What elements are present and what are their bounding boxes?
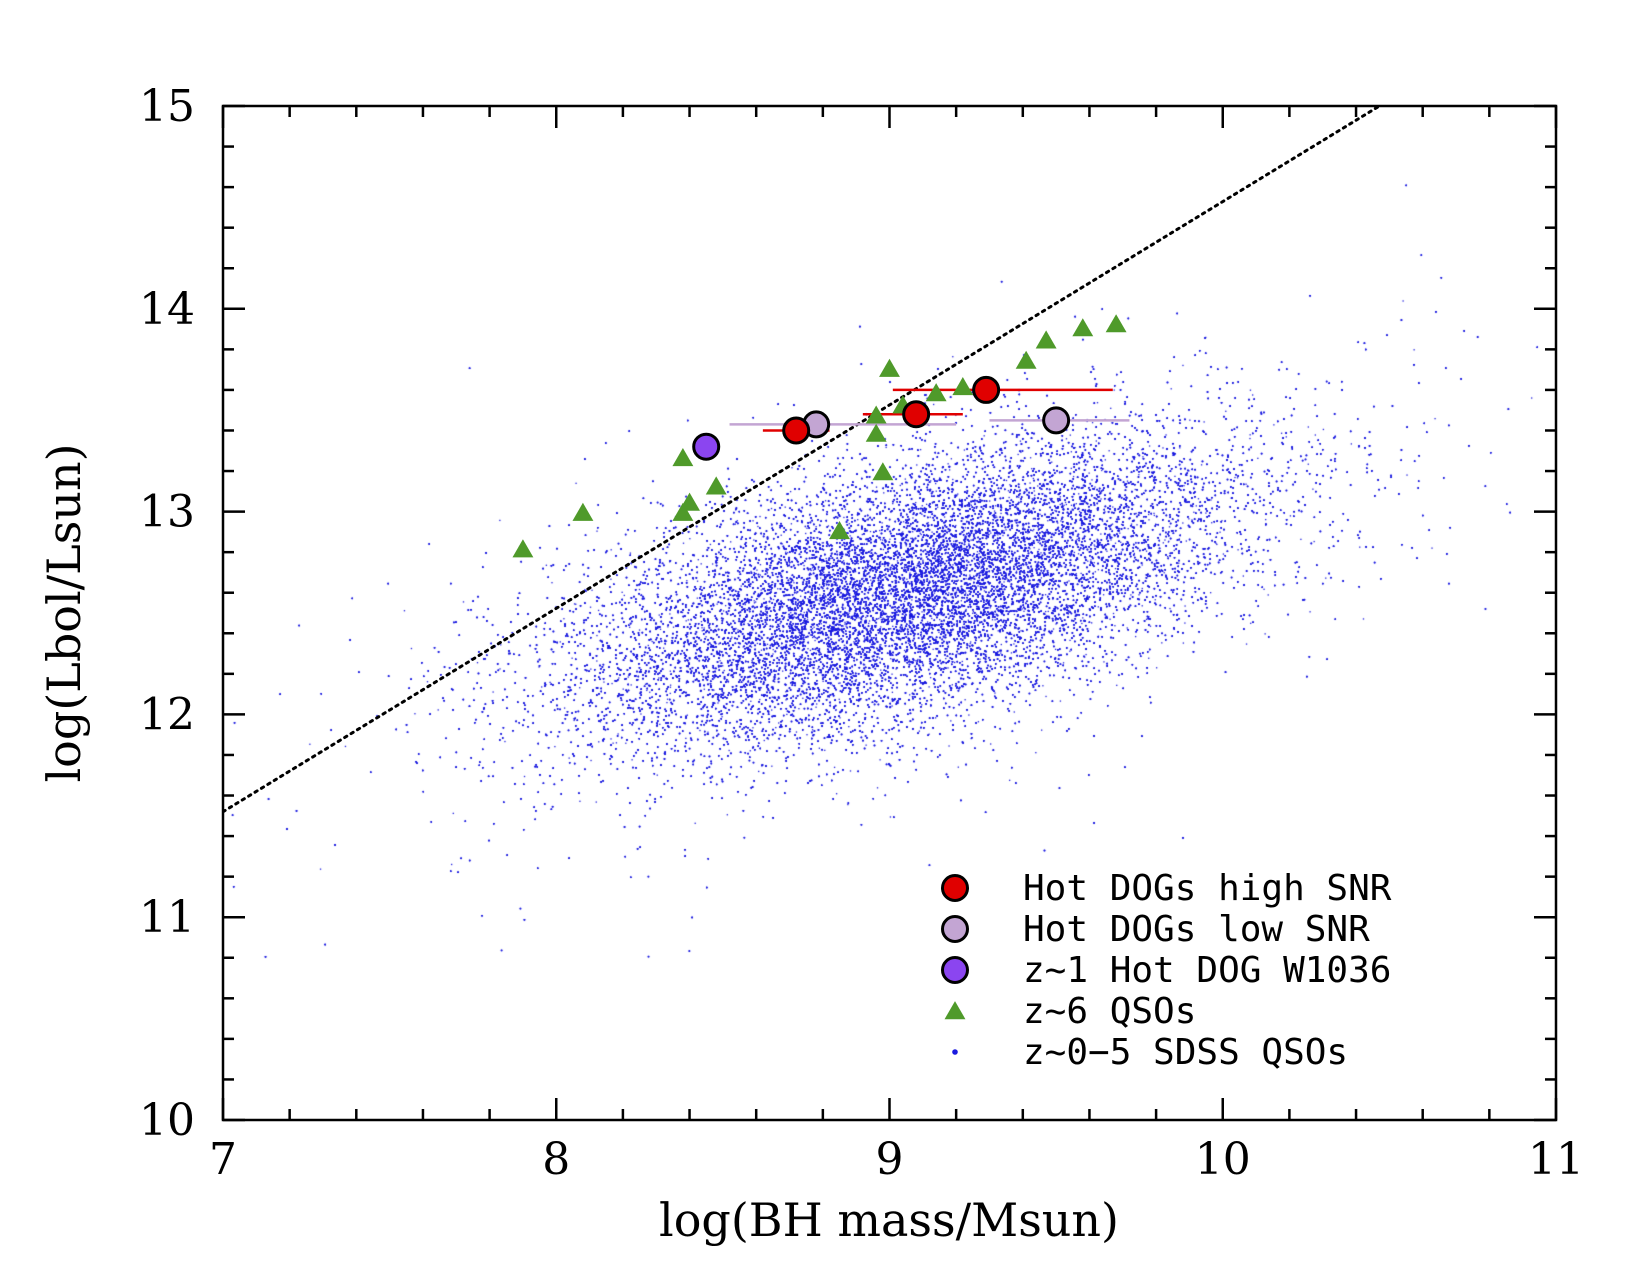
z6-qso-point bbox=[1015, 350, 1037, 369]
y-tick-label: 11 bbox=[139, 892, 195, 943]
z6-qso-point bbox=[512, 539, 534, 558]
z6-qso-point bbox=[1072, 318, 1094, 337]
x-tick-labels: 7 8 9 10 11 bbox=[209, 1134, 1584, 1185]
reference-line-layer bbox=[223, 106, 1381, 814]
y-tick-label: 15 bbox=[139, 81, 195, 132]
y-axis-label: log(Lbol/Lsun) bbox=[37, 443, 91, 782]
z6-qso-point bbox=[925, 383, 947, 402]
x-tick-label: 10 bbox=[1195, 1134, 1251, 1185]
legend-label: z~6 QSOs bbox=[1023, 991, 1196, 1032]
y-tick-label: 13 bbox=[139, 487, 195, 538]
y-tick-label: 14 bbox=[139, 284, 195, 335]
hot-dog-low-snr-point bbox=[1042, 406, 1071, 435]
legend-label: z~0−5 SDSS QSOs bbox=[1023, 1032, 1348, 1073]
axis-ticks bbox=[221, 104, 1558, 1122]
hot-dog-high-snr-point bbox=[972, 375, 1001, 404]
z6-qso-point bbox=[879, 358, 900, 377]
z6-qso-point bbox=[672, 502, 694, 521]
x-tick-label: 8 bbox=[542, 1134, 570, 1185]
data-markers bbox=[512, 314, 1127, 558]
hot-dog-w1036-point bbox=[692, 432, 721, 461]
reference-line bbox=[223, 106, 1381, 814]
x-tick-label: 11 bbox=[1528, 1134, 1584, 1185]
hot-dog-high-snr-point bbox=[782, 416, 811, 445]
y-tick-label: 10 bbox=[139, 1095, 195, 1146]
z6-qso-point bbox=[572, 502, 594, 521]
legend-marker-circle bbox=[941, 915, 969, 943]
sdss-qso-points bbox=[223, 106, 1556, 1120]
y-tick-label: 12 bbox=[139, 689, 195, 740]
z6-qso-point bbox=[672, 448, 694, 467]
z6-qso-point bbox=[1035, 330, 1057, 349]
legend-marker-circle bbox=[941, 956, 969, 984]
legend-marker-triangle bbox=[944, 1001, 966, 1020]
legend-label: Hot DOGs low SNR bbox=[1023, 909, 1370, 950]
x-axis-label: log(BH mass/Msun) bbox=[659, 1193, 1119, 1247]
hot-dog-high-snr-point bbox=[902, 400, 931, 429]
y-tick-labels: 10 11 12 13 14 15 bbox=[139, 81, 195, 1146]
z6-qso-point bbox=[679, 492, 700, 511]
x-tick-label: 7 bbox=[209, 1134, 237, 1185]
legend-marker-dot bbox=[952, 1049, 958, 1055]
z6-qso-point bbox=[865, 423, 887, 442]
z6-qso-point bbox=[705, 476, 727, 495]
legend-label: z~1 Hot DOG W1036 bbox=[1023, 950, 1391, 991]
z6-qso-point bbox=[952, 377, 974, 396]
legend-label: Hot DOGs high SNR bbox=[1023, 868, 1392, 909]
sdss-qso-cloud bbox=[223, 106, 1556, 1120]
z6-qso-point bbox=[872, 462, 894, 481]
z6-qso-point bbox=[865, 405, 887, 424]
legend-marker-circle bbox=[941, 874, 969, 902]
z6-qso-point bbox=[829, 521, 850, 540]
z6-qso-point bbox=[1105, 314, 1127, 333]
x-tick-label: 9 bbox=[876, 1134, 904, 1185]
